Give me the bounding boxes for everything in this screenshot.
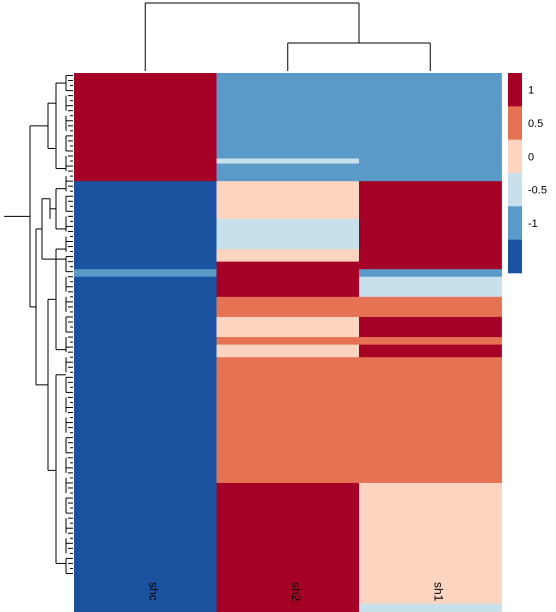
heatmap-cell-shc-block-4 — [74, 218, 217, 250]
heatmap-cell-shc-block-9 — [74, 296, 217, 318]
column-label-sh1: sh1 — [431, 582, 445, 602]
heatmap-cell-shc-block-10 — [74, 316, 217, 338]
heatmap-cell-shc-block-15 — [74, 482, 217, 605]
legend-tick-label: 1 — [528, 85, 534, 97]
heatmap-cell-sh1-block-15 — [359, 482, 502, 605]
legend-tick-label: -0.5 — [528, 185, 547, 197]
legend-tick-label: -1 — [528, 218, 538, 230]
heatmap-cell-shc-block-0 — [74, 73, 217, 159]
row-dendrogram — [4, 75, 73, 574]
heatmap-cell-sh2-block-13 — [216, 357, 360, 373]
heatmap-cell-shc-block-1 — [74, 158, 217, 164]
legend-swatch-3 — [508, 173, 522, 207]
heatmap-cell-sh1-block-8 — [359, 276, 502, 298]
heatmap-cells — [74, 73, 502, 612]
heatmap-cell-sh2-block-5 — [216, 249, 360, 263]
heatmap-cell-sh1-block-0 — [359, 73, 502, 159]
heatmap-cell-shc-block-16 — [74, 603, 217, 612]
column-dendrogram — [144, 2, 431, 71]
heatmap-cell-sh1-block-12 — [359, 344, 502, 358]
heatmap-cell-sh1-block-14 — [359, 372, 502, 484]
heatmap-cell-sh2-block-4 — [216, 218, 360, 250]
color-legend: 1 0.5 0 -0.5 -1 — [508, 73, 547, 274]
heatmap-cell-sh2-block-12 — [216, 344, 360, 358]
heatmap-cell-shc-block-5 — [74, 249, 217, 263]
heatmap-cell-shc-block-14 — [74, 372, 217, 484]
legend-tick-label: 0.5 — [528, 118, 543, 130]
heatmap-cell-sh1-block-10 — [359, 316, 502, 338]
heatmap-cell-sh2-block-3 — [216, 181, 360, 220]
heatmap-cell-sh1-block-7 — [359, 269, 502, 278]
heatmap-cell-sh2-block-10 — [216, 316, 360, 338]
heatmap-cell-sh2-block-0 — [216, 73, 360, 159]
heatmap-cell-shc-block-2 — [74, 163, 217, 182]
heatmap-cell-sh1-block-16 — [359, 603, 502, 612]
legend-swatch-5 — [508, 239, 522, 274]
heatmap-cell-shc-block-11 — [74, 337, 217, 346]
heatmap-cell-sh2-block-9 — [216, 296, 360, 318]
heatmap-cell-sh1-block-1 — [359, 158, 502, 164]
heatmap-cell-sh2-block-8 — [216, 276, 360, 298]
heatmap-cell-sh1-block-3 — [359, 181, 502, 220]
column-label-shc: shc — [146, 582, 160, 601]
heatmap-cell-shc-block-8 — [74, 276, 217, 298]
legend-swatch-0 — [508, 73, 522, 107]
heatmap-cell-sh1-block-2 — [359, 163, 502, 182]
heatmap-cell-sh1-block-9 — [359, 296, 502, 318]
heatmap-cell-shc-block-7 — [74, 269, 217, 278]
heatmap-cell-sh1-block-6 — [359, 261, 502, 270]
heatmap-cell-sh1-block-5 — [359, 249, 502, 263]
heatmap-cell-sh2-block-16 — [216, 603, 360, 612]
heatmap-cell-shc-block-12 — [74, 344, 217, 358]
heatmap-cell-sh2-block-14 — [216, 372, 360, 484]
column-labels: shc sh2 sh1 — [146, 582, 445, 602]
column-label-sh2: sh2 — [289, 582, 303, 602]
legend-swatch-4 — [508, 206, 522, 240]
heatmap-cell-sh2-block-6 — [216, 261, 360, 270]
heatmap-cell-sh1-block-4 — [359, 218, 502, 250]
heatmap-cell-sh1-block-11 — [359, 337, 502, 346]
heatmap-cell-sh2-block-1 — [216, 158, 360, 164]
legend-tick-label: 0 — [528, 151, 534, 163]
legend-swatch-1 — [508, 106, 522, 140]
heatmap-cell-sh2-block-7 — [216, 269, 360, 278]
heatmap-cell-shc-block-6 — [74, 261, 217, 270]
heatmap-cell-sh2-block-11 — [216, 337, 360, 346]
legend-swatch-2 — [508, 139, 522, 174]
heatmap-cell-sh1-block-13 — [359, 357, 502, 373]
heatmap-cell-sh2-block-15 — [216, 482, 360, 605]
heatmap-cell-shc-block-3 — [74, 181, 217, 220]
heatmap-cell-shc-block-13 — [74, 357, 217, 373]
heatmap-cell-sh2-block-2 — [216, 163, 360, 182]
